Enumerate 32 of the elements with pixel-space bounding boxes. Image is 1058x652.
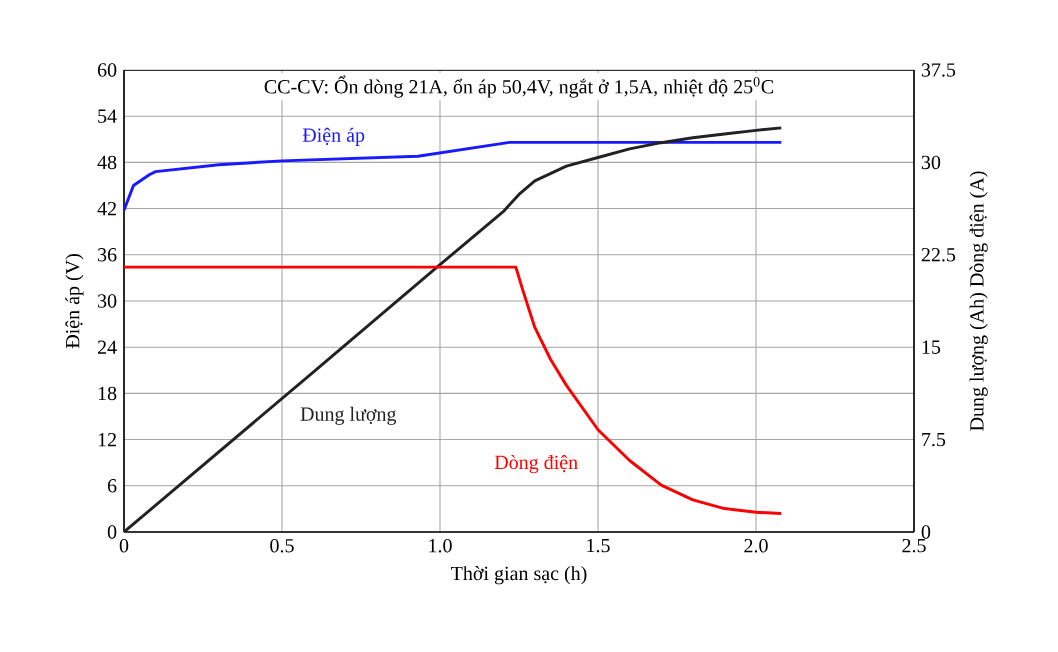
x-tick-label: 1.5	[587, 538, 610, 553]
x-axis-title: Thời gian sạc (h)	[451, 566, 587, 585]
series-label: Dung lượng	[300, 406, 397, 425]
y-axis-title: Điện áp (V)	[65, 254, 84, 349]
y2-tick-label: 30	[921, 155, 941, 170]
y-tick-label: 6	[107, 479, 117, 493]
y2-tick-label: 0	[921, 525, 931, 539]
y2-tick-label: 7.5	[922, 432, 946, 447]
line-series	[124, 265, 783, 515]
y2-tick-label: 22.5	[921, 248, 956, 262]
x-tick-label: 2.5	[902, 538, 926, 553]
y-tick-label: 12	[98, 432, 116, 447]
y-tick-label: 48	[97, 155, 117, 170]
x-tick-label: 0	[119, 538, 129, 553]
chart-title: CC-CV: Ổn dòng 21A, ổn áp 50,4V, ngắt ở 1,5A, nhiệt độ 25$^{0}$C	[264, 75, 774, 98]
y2-axis-title: Dung lượng (Ah) Dòng điện (A)	[969, 171, 988, 431]
y-tick-label: 18	[98, 386, 117, 401]
x-tick-label: 0.5	[270, 538, 294, 553]
x-tick-label: 2.0	[744, 538, 768, 553]
y2-tick-label: 37.5	[921, 63, 956, 77]
y-tick-label: 36	[98, 248, 117, 262]
x-tick-label: 1.0	[429, 538, 452, 553]
y-tick-label: 30	[98, 294, 117, 308]
line-series	[124, 126, 783, 532]
y2-tick-label: 15	[922, 340, 941, 354]
y-tick-label: 54	[98, 109, 117, 123]
series-label: Dòng điện	[494, 454, 578, 474]
y-tick-label: 42	[97, 201, 116, 216]
y-tick-label: 60	[97, 63, 117, 77]
series-label: Điện áp	[302, 127, 365, 146]
y-tick-label: 24	[97, 340, 117, 354]
y-tick-label: 0	[107, 525, 117, 539]
